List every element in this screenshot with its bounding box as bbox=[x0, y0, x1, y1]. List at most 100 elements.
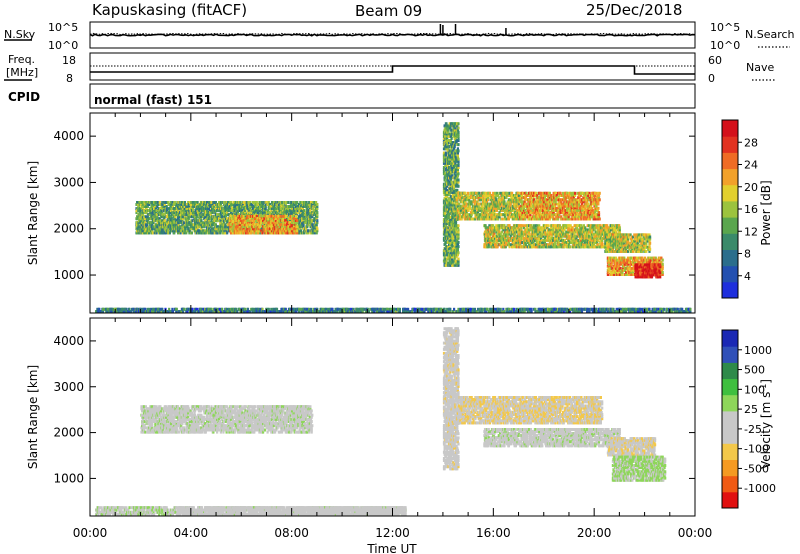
data-cell bbox=[171, 221, 174, 225]
data-cell bbox=[440, 307, 443, 311]
data-cell bbox=[273, 307, 276, 311]
data-cell bbox=[183, 205, 187, 208]
data-cell bbox=[209, 217, 212, 221]
data-cell bbox=[455, 310, 458, 314]
data-cell bbox=[648, 307, 651, 311]
data-cell bbox=[201, 307, 204, 311]
power-scatter-cells bbox=[95, 122, 692, 314]
data-cell bbox=[225, 213, 228, 217]
data-cell bbox=[390, 310, 393, 314]
data-cell bbox=[155, 223, 158, 227]
data-cell bbox=[194, 209, 197, 213]
data-cell bbox=[148, 225, 151, 229]
data-cell bbox=[168, 307, 171, 311]
data-cell bbox=[548, 307, 551, 311]
data-cell bbox=[215, 215, 218, 219]
data-cell bbox=[240, 213, 243, 217]
data-cell bbox=[186, 217, 189, 221]
data-cell bbox=[148, 203, 151, 206]
freq-tick-top: 18 bbox=[62, 54, 76, 67]
data-cell bbox=[594, 310, 597, 314]
data-cell bbox=[105, 310, 108, 314]
data-cell bbox=[233, 205, 236, 208]
data-cell bbox=[107, 310, 110, 314]
data-cell bbox=[195, 203, 199, 206]
data-cell bbox=[188, 215, 191, 219]
data-cell bbox=[381, 310, 384, 314]
data-cell bbox=[309, 307, 313, 311]
data-cell bbox=[203, 223, 206, 227]
data-cell bbox=[200, 211, 203, 215]
data-cell bbox=[638, 310, 642, 314]
data-cell bbox=[167, 310, 170, 314]
data-cell bbox=[177, 217, 180, 221]
nsky-spikes bbox=[439, 24, 507, 35]
data-cell bbox=[540, 310, 543, 314]
data-cell bbox=[241, 205, 244, 208]
data-cell bbox=[321, 310, 325, 314]
data-cell bbox=[580, 307, 584, 311]
data-cell bbox=[137, 203, 141, 206]
data-cell bbox=[390, 307, 393, 311]
data-cell bbox=[152, 225, 155, 229]
data-cell bbox=[211, 223, 214, 227]
data-cell bbox=[161, 209, 164, 213]
data-cell bbox=[550, 310, 553, 314]
data-cell bbox=[230, 211, 233, 215]
data-cell bbox=[515, 307, 518, 311]
data-cell bbox=[244, 215, 247, 219]
data-cell bbox=[231, 307, 234, 311]
data-cell bbox=[190, 231, 193, 235]
data-cell bbox=[151, 227, 154, 231]
data-cell bbox=[141, 310, 144, 314]
data-cell bbox=[246, 214, 249, 218]
data-cell bbox=[410, 310, 413, 314]
data-cell bbox=[207, 217, 210, 221]
data-cell bbox=[334, 307, 337, 311]
data-cell bbox=[238, 207, 241, 211]
data-cell bbox=[144, 307, 147, 311]
data-cell bbox=[109, 310, 112, 314]
data-cell bbox=[192, 215, 195, 219]
data-cell bbox=[220, 205, 223, 208]
data-cell bbox=[494, 310, 497, 314]
data-cell bbox=[139, 221, 142, 225]
data-cell bbox=[137, 221, 140, 225]
data-cell bbox=[173, 201, 176, 204]
data-cell bbox=[654, 307, 657, 311]
data-cell bbox=[178, 211, 182, 215]
data-cell bbox=[142, 211, 145, 215]
data-cell bbox=[241, 213, 244, 217]
data-cell bbox=[189, 211, 192, 215]
data-cell bbox=[111, 307, 114, 311]
data-cell bbox=[645, 310, 648, 314]
data-cell bbox=[207, 215, 210, 219]
data-cell bbox=[128, 307, 131, 311]
data-cell bbox=[145, 211, 148, 215]
data-cell bbox=[530, 310, 533, 314]
data-cell bbox=[217, 213, 220, 217]
data-cell bbox=[192, 207, 195, 211]
data-cell bbox=[689, 310, 692, 314]
data-cell bbox=[144, 209, 147, 213]
data-cell bbox=[175, 310, 178, 314]
data-cell bbox=[206, 209, 209, 213]
data-cell bbox=[221, 307, 224, 311]
data-cell bbox=[193, 205, 196, 208]
data-cell bbox=[565, 310, 568, 314]
data-cell bbox=[159, 207, 162, 211]
data-cell bbox=[177, 227, 180, 231]
data-cell bbox=[144, 229, 147, 233]
data-cell bbox=[222, 231, 225, 235]
data-cell bbox=[246, 307, 250, 311]
data-cell bbox=[163, 205, 166, 208]
data-cell bbox=[570, 307, 573, 311]
data-cell bbox=[167, 225, 170, 229]
data-cell bbox=[259, 307, 262, 311]
data-cell bbox=[217, 207, 221, 211]
data-cell bbox=[282, 307, 285, 311]
data-cell bbox=[166, 209, 169, 213]
data-cell bbox=[138, 211, 141, 215]
data-cell bbox=[514, 310, 517, 314]
data-cell bbox=[610, 307, 613, 311]
